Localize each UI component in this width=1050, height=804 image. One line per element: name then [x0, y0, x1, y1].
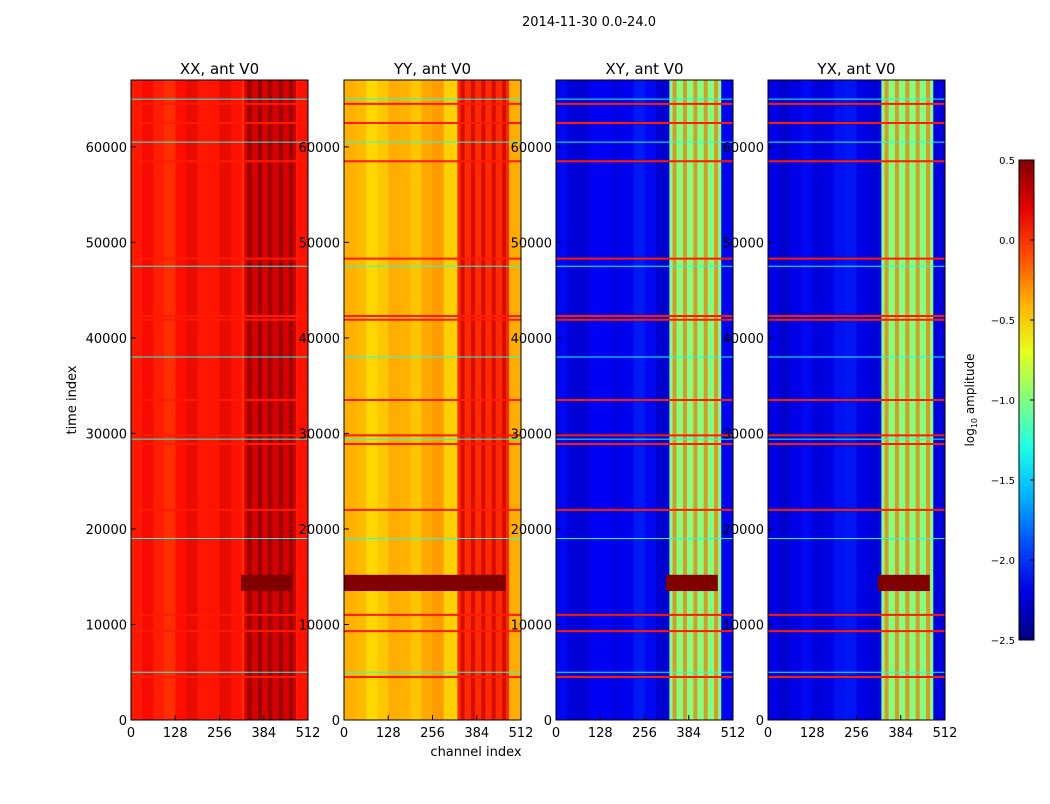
y-tick-label: 40000 — [723, 332, 764, 347]
x-tick-label: 256 — [420, 726, 445, 741]
x-tick-label: 256 — [632, 726, 657, 741]
y-tick-label: 10000 — [299, 618, 340, 633]
x-tick-label: 0 — [340, 726, 348, 741]
flagged-band — [877, 574, 930, 592]
y-tick-label: 30000 — [299, 427, 340, 442]
colorbar-tick-label: −2.0 — [991, 556, 1015, 567]
colorbar-tick-label: −1.0 — [991, 396, 1015, 407]
flagged-band — [665, 574, 718, 592]
x-tick-label: 128 — [376, 726, 401, 741]
colorbar-tick-label: −1.5 — [991, 476, 1015, 487]
y-tick-label: 0 — [756, 714, 764, 729]
y-tick-label: 40000 — [86, 332, 127, 347]
x-tick-label: 512 — [296, 726, 321, 741]
x-tick-label: 0 — [764, 726, 772, 741]
y-tick-label: 20000 — [511, 523, 552, 538]
x-tick-label: 128 — [800, 726, 825, 741]
x-axis-label: channel index — [430, 745, 521, 760]
y-tick-label: 20000 — [86, 523, 127, 538]
x-tick-label: 512 — [509, 726, 534, 741]
y-tick-label: 40000 — [511, 332, 552, 347]
y-tick-label: 0 — [119, 714, 127, 729]
y-tick-label: 60000 — [86, 141, 127, 156]
heatmap-4 — [768, 80, 945, 720]
y-tick-label: 30000 — [511, 427, 552, 442]
x-tick-label: 384 — [676, 726, 701, 741]
y-tick-label: 20000 — [299, 523, 340, 538]
figure-suptitle: 2014-11-30 0.0-24.0 — [522, 15, 656, 30]
panel-1: XX, ant V0 0 128 256 384 512 0 10000 20000 30000 4… — [86, 60, 321, 741]
x-tick-label: 128 — [163, 726, 188, 741]
heatmap-2 — [344, 80, 521, 720]
panel-title: XY, ant V0 — [605, 60, 683, 78]
panel-4: YX, ant V0 0 128 256 384 512 0 10000 20000 30000 4… — [723, 60, 958, 741]
x-tick-label: 384 — [251, 726, 276, 741]
x-tick-label: 512 — [933, 726, 958, 741]
x-tick-label: 0 — [127, 726, 135, 741]
panel-2: YY, ant V0 0 128 256 384 512 0 10000 20000 30000 4… — [299, 60, 534, 741]
y-tick-label: 10000 — [86, 618, 127, 633]
y-tick-label: 60000 — [299, 141, 340, 156]
y-tick-label: 50000 — [511, 236, 552, 251]
y-tick-label: 0 — [332, 714, 340, 729]
x-tick-label: 384 — [464, 726, 489, 741]
colorbar-tick-label: −0.5 — [991, 316, 1015, 327]
y-tick-label: 10000 — [511, 618, 552, 633]
colorbar: 0.5 0.0 −0.5 −1.0 −1.5 −2.0 −2.5 log10 amplitud… — [963, 156, 1035, 647]
panel-title: YY, ant V0 — [393, 60, 471, 78]
x-tick-label: 384 — [888, 726, 913, 741]
heatmap-1 — [131, 80, 308, 720]
y-tick-label: 30000 — [86, 427, 127, 442]
y-tick-label: 50000 — [299, 236, 340, 251]
x-tick-label: 128 — [588, 726, 613, 741]
y-axis-label: time index — [65, 365, 80, 434]
colorbar-label: log10 amplitude — [963, 354, 979, 447]
heatmap-3 — [556, 80, 733, 720]
panel-3: XY, ant V0 0 128 256 384 512 0 10000 20000 30000 4… — [511, 60, 746, 741]
y-tick-label: 40000 — [299, 332, 340, 347]
flagged-band — [240, 574, 293, 592]
flagged-band — [344, 574, 506, 592]
y-tick-label: 60000 — [723, 141, 764, 156]
panel-title: YX, ant V0 — [816, 60, 895, 78]
y-tick-label: 50000 — [86, 236, 127, 251]
panel-title: XX, ant V0 — [180, 60, 259, 78]
y-tick-label: 30000 — [723, 427, 764, 442]
colorbar-tick-label: 0.5 — [999, 156, 1015, 167]
y-tick-label: 60000 — [511, 141, 552, 156]
x-tick-label: 512 — [721, 726, 746, 741]
x-tick-label: 256 — [207, 726, 232, 741]
x-tick-label: 256 — [844, 726, 869, 741]
y-tick-label: 10000 — [723, 618, 764, 633]
x-tick-label: 0 — [552, 726, 560, 741]
y-tick-label: 50000 — [723, 236, 764, 251]
colorbar-tick-label: 0.0 — [999, 236, 1015, 247]
y-tick-label: 0 — [544, 714, 552, 729]
colorbar-tick-label: −2.5 — [991, 636, 1015, 647]
y-tick-label: 20000 — [723, 523, 764, 538]
